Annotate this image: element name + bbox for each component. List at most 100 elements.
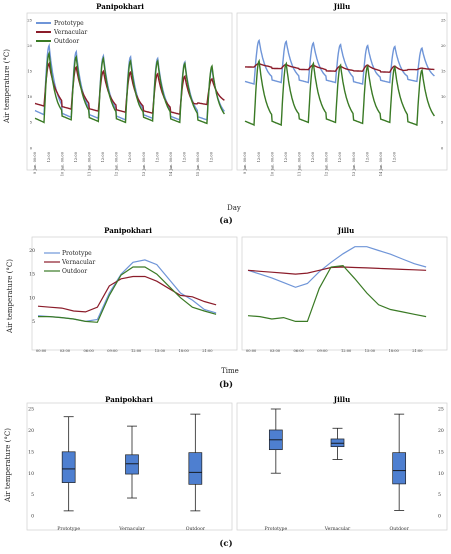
iqr-box [61, 451, 76, 483]
ytick-label: 5 [441, 121, 444, 125]
panel-c-right-plot: 0 5 10 15 20 25 Prototype Vernacular Outdoor [264, 407, 443, 532]
xtick-label: 12:00 [311, 151, 315, 162]
iqr-box [392, 452, 407, 485]
panel-b-left-plot: 5 10 15 20 00:00 03:00 06:00 09:00 12:00 15:00 18:… [29, 248, 217, 353]
ytick-label: 20 [28, 428, 34, 434]
panel-a-left-plot: 0 5 10 15 20 25 9 Jan. 00:00 12:00 10 Jan. 00:00… [27, 18, 225, 176]
ytick-label: 25 [28, 407, 34, 413]
panel-b-xlabel: Time [221, 367, 239, 375]
category-label: Outdoor [390, 526, 410, 532]
panel-c-left-plot: 0 5 10 15 20 25 Prototype Vernacular Outdoor [28, 407, 206, 532]
xtick-label: 09:00 [107, 349, 118, 353]
ytick-label: 20 [438, 428, 444, 434]
series-prototype [244, 38, 435, 86]
panel-b-ylabel: Air temperature (°C) [6, 259, 14, 334]
ytick-label: 0 [438, 514, 441, 520]
xtick-label: 03:00 [60, 349, 71, 353]
ytick-label: 15 [27, 70, 32, 74]
panel-a-xlabel: Day [227, 204, 241, 212]
xtick-label: 11 Jan. 00:00 [297, 151, 301, 176]
xtick-label: 12:00 [128, 151, 132, 162]
xtick-label: 10 Jan. 00:00 [270, 151, 274, 176]
panel-a: Panipokhari Jillu Air temperature (°C) D… [3, 2, 448, 226]
category-label: Prototype [264, 526, 287, 532]
xtick-label: 10 Jan. 00:00 [60, 151, 64, 176]
xtick-label: 00:00 [246, 349, 257, 353]
xtick-label: 13 Jan. 00:00 [142, 151, 146, 176]
category-label: Outdoor [186, 526, 206, 532]
legend-b-vernacular: Vernacular [61, 259, 95, 266]
ytick-label: 20 [29, 248, 35, 254]
panel-c-left-frame [26, 402, 233, 531]
box-prototype: Prototype [57, 416, 80, 532]
series-vernacular [247, 266, 427, 275]
box-vernacular: Vernacular [324, 427, 351, 532]
box-prototype: Prototype [264, 408, 287, 532]
series-vernacular [37, 275, 217, 313]
xtick-label: 15 Jan. 00:00 [196, 151, 200, 176]
ytick-label: 10 [27, 95, 32, 99]
panel-a-ylabel: Air temperature (°C) [3, 49, 11, 124]
xtick-label: 12 Jan. 00:00 [115, 151, 119, 176]
ytick-label: 0 [31, 514, 34, 520]
category-label: Vernacular [324, 526, 351, 532]
ytick-label: 5 [32, 319, 35, 325]
series-outdoor [247, 264, 427, 322]
xtick-label: 12:00 [47, 151, 51, 162]
category-label: Vernacular [118, 526, 145, 532]
xtick-label: 12:00 [341, 349, 352, 353]
legend-a-prototype: Prototype [54, 20, 84, 27]
panel-b-left-title: Panipokhari [104, 226, 152, 235]
xtick-label: 15:00 [155, 349, 166, 353]
panel-c-left-title: Panipokhari [105, 395, 153, 404]
ytick-label: 15 [441, 70, 446, 74]
xtick-label: 18:00 [388, 349, 399, 353]
panel-c-ylabel: Air temperature (°C) [4, 428, 12, 503]
ytick-label: 0 [30, 146, 33, 150]
series-outdoor [34, 50, 225, 125]
xtick-label: 12:00 [257, 151, 261, 162]
legend-a-vernacular: Vernacular [53, 29, 87, 36]
box-vernacular: Vernacular [118, 425, 146, 532]
xtick-label: 18:00 [178, 349, 189, 353]
category-label: Prototype [57, 526, 80, 532]
box-outdoor: Outdoor [186, 413, 206, 532]
xtick-label: 12:00 [392, 151, 396, 162]
iqr-box [188, 452, 203, 485]
panel-c-right-frame [236, 402, 448, 531]
xtick-label: 21:00 [202, 349, 213, 353]
xtick-label: 12:00 [365, 151, 369, 162]
xtick-label: 00:00 [36, 349, 47, 353]
xtick-label: 12:00 [74, 151, 78, 162]
panel-c-caption: (c) [219, 538, 232, 549]
xtick-label: 21:00 [412, 349, 423, 353]
ytick-label: 10 [441, 95, 446, 99]
panel-b-right-plot: 00:00 03:00 06:00 09:00 12:00 15:00 18:00 21:00 [246, 246, 427, 353]
ytick-label: 15 [438, 449, 444, 455]
panel-b-caption: (b) [219, 379, 233, 390]
xtick-label: 12:00 [101, 151, 105, 162]
ytick-label: 10 [29, 295, 35, 301]
legend-b-outdoor: Outdoor [62, 268, 87, 275]
iqr-box [125, 454, 139, 475]
ytick-label: 5 [30, 121, 33, 125]
panel-a-caption: (a) [219, 215, 233, 226]
xtick-label: 13 Jan. 00:00 [352, 151, 356, 176]
xtick-label: 12:00 [131, 349, 142, 353]
xtick-label: 06:00 [83, 349, 94, 353]
ytick-label: 10 [28, 471, 34, 477]
ytick-label: 5 [31, 492, 34, 498]
ytick-label: 25 [438, 407, 444, 413]
panel-a-left-frame [26, 12, 233, 171]
xtick-label: 12:00 [284, 151, 288, 162]
xtick-label: 14 Jan. 00:00 [169, 151, 173, 176]
legend-b: Prototype Vernacular Outdoor [44, 250, 95, 275]
xtick-label: 12 Jan. 00:00 [325, 151, 329, 176]
ytick-label: 15 [28, 449, 34, 455]
xtick-label: 12:00 [210, 151, 214, 162]
xtick-label: 03:00 [270, 349, 281, 353]
panel-b: Panipokhari Jillu Air temperature (°C) T… [6, 226, 448, 390]
xtick-label: 12:00 [155, 151, 159, 162]
xtick-label: 11 Jan. 00:00 [87, 151, 91, 176]
